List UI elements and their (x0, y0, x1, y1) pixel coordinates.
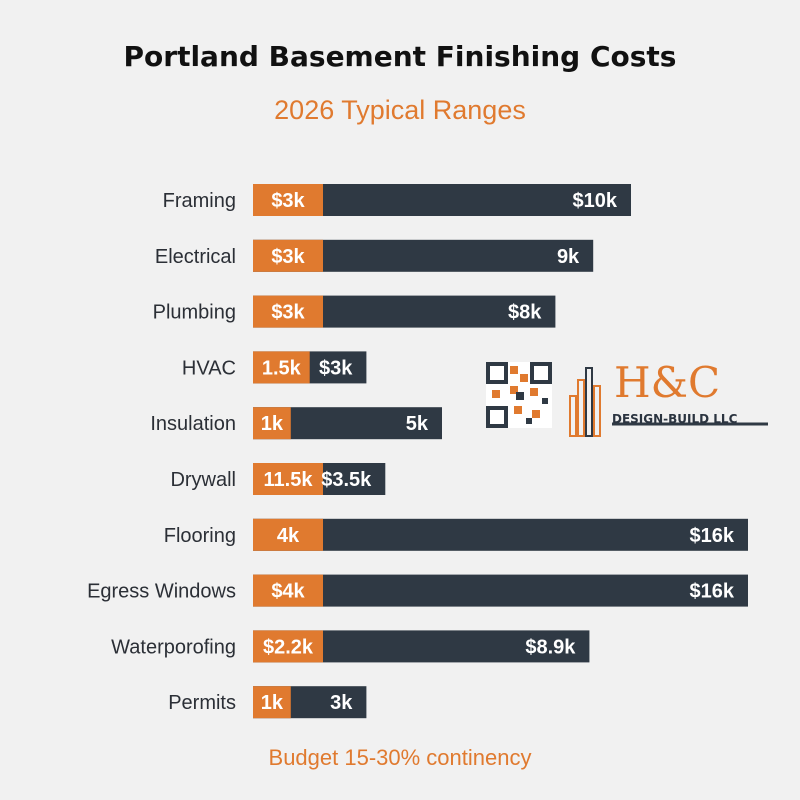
category-label: Electrical (155, 246, 236, 268)
logo-subtext: DESIGN-BUILD LLC (612, 412, 738, 426)
high-value-label: $16k (690, 581, 735, 603)
category-label: Flooring (164, 525, 236, 547)
low-value-label: 1k (261, 692, 284, 714)
high-value-label: $8k (508, 302, 542, 324)
high-value-label: $10k (573, 190, 618, 212)
high-value-label: 9k (557, 246, 580, 268)
logo-graphic (486, 362, 768, 437)
high-value-label: $3k (319, 357, 353, 379)
bar-low (253, 407, 291, 440)
category-label: Insulation (150, 413, 236, 435)
high-value-label: 5k (406, 413, 429, 435)
high-value-label: 3k (330, 692, 353, 714)
low-value-label: $3k (271, 302, 305, 324)
low-value-label: 1k (261, 413, 284, 435)
low-value-label: $3k (271, 190, 305, 212)
bar-high (253, 518, 748, 551)
low-value-label: 11.5k (264, 469, 314, 491)
high-value-label: $8.9k (525, 636, 576, 658)
low-value-label: 1.5k (262, 357, 302, 379)
chart-subtitle: 2026 Typical Ranges (274, 95, 526, 125)
bar-low (253, 630, 323, 663)
bar-low (253, 574, 323, 607)
low-value-label: $3k (271, 246, 305, 268)
high-value-label: $3.5k (321, 469, 372, 491)
category-label: Framing (163, 190, 236, 212)
category-label: Plumbing (153, 302, 236, 324)
category-label: HVAC (182, 357, 236, 379)
bar-low (253, 184, 323, 216)
bar-low (253, 295, 323, 328)
low-value-label: $2.2k (263, 636, 314, 658)
company-logo (484, 358, 774, 438)
footnote: Budget 15-30% continency (268, 745, 532, 770)
bar-low (253, 686, 291, 719)
category-label: Drywall (170, 469, 236, 491)
category-label: Waterporofing (111, 636, 236, 658)
logo-text: H&C (614, 358, 721, 407)
bar-low (253, 351, 310, 384)
category-label: Egress Windows (87, 581, 236, 603)
chart-title: Portland Basement Finishing Costs (123, 40, 677, 73)
bar-low (253, 463, 323, 495)
bar-low (253, 239, 323, 272)
bar-low (253, 518, 323, 551)
category-label: Permits (168, 692, 236, 714)
bar-high (253, 574, 748, 607)
low-value-label: $4k (271, 581, 305, 603)
low-value-label: 4k (277, 525, 300, 547)
high-value-label: $16k (690, 525, 735, 547)
